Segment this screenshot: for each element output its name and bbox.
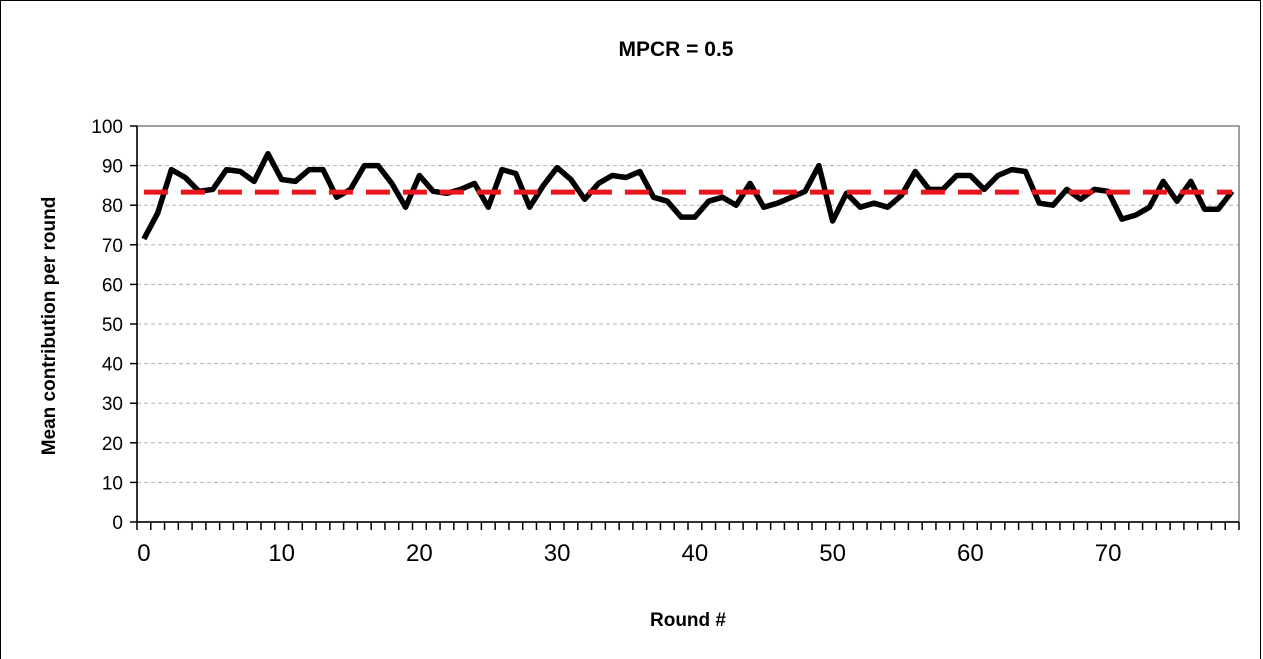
x-tick-label: 30 (544, 540, 571, 567)
x-tick-label: 10 (268, 540, 295, 567)
series-layer (141, 150, 1235, 241)
x-tick-label: 40 (682, 540, 709, 567)
y-tick-label: 60 (102, 275, 123, 296)
y-tick-label: 50 (102, 315, 123, 336)
plot-area (136, 125, 1240, 523)
y-tick-label: 0 (112, 513, 123, 534)
chart-title: MPCR = 0.5 (619, 38, 734, 61)
x-axis-label: Round # (650, 610, 726, 631)
gridlines (137, 165, 1239, 483)
y-tick-label: 40 (102, 355, 123, 376)
x-tick-label: 60 (957, 540, 984, 567)
series-line-contribution (141, 150, 1235, 241)
x-tick-label: 70 (1095, 540, 1122, 567)
axes: 0 10 20 30 40 50 60 70 80 90 100 0 10 20 30 40 50 60 70 (91, 117, 1240, 567)
y-tick-label: 10 (102, 473, 123, 494)
y-tick-label: 90 (102, 157, 123, 178)
y-tick-label: 20 (102, 434, 123, 455)
y-tick-label: 70 (102, 236, 123, 257)
x-tick-label: 0 (137, 540, 150, 567)
x-tick-label: 20 (406, 540, 433, 567)
x-tick-label: 50 (819, 540, 846, 567)
y-tick-label: 100 (91, 117, 123, 138)
y-axis-label: Mean contribution per round (39, 197, 60, 456)
y-tick-label: 80 (102, 196, 123, 217)
y-tick-label: 30 (102, 394, 123, 415)
